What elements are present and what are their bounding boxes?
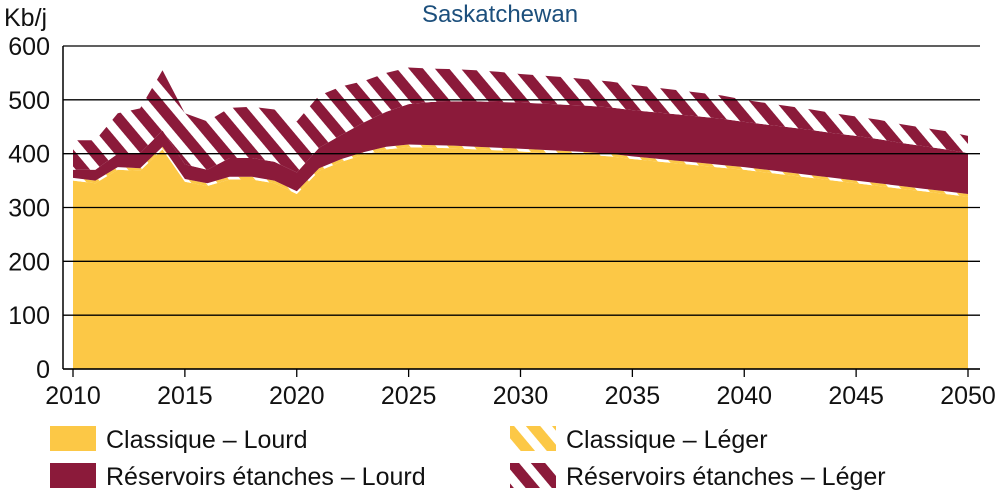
x-tick-label: 2010: [45, 382, 101, 410]
legend-swatch-1: [510, 426, 556, 451]
x-tick-label: 2015: [157, 382, 213, 410]
x-tick-label: 2050: [940, 382, 996, 410]
x-tick-label: 2045: [828, 382, 884, 410]
legend-swatch-2: [50, 463, 96, 488]
y-tick-label: 400: [8, 141, 50, 169]
x-tick-label: 2020: [269, 382, 325, 410]
legend-label-0: Classique – Lourd: [106, 426, 308, 454]
y-tick-label: 200: [8, 248, 50, 276]
legend-label-1: Classique – Léger: [566, 426, 768, 454]
area-series-2: [73, 101, 968, 194]
area-series-3: [73, 67, 968, 173]
y-tick-label: 300: [8, 195, 50, 223]
legend: Classique – Lourd Classique – Léger Réserv…: [50, 426, 886, 491]
legend-label-2: Réservoirs étanches – Lourd: [106, 463, 426, 491]
axes: 0 100 200 300 400 500 600 2010 2015 2020 2025 2030 2…: [8, 33, 996, 410]
area-series-0: [73, 147, 968, 369]
x-tick-label: 2030: [493, 382, 549, 410]
x-tick-label: 2035: [605, 382, 661, 410]
legend-swatch-3: [510, 463, 556, 488]
plot-areas: [73, 67, 968, 369]
y-tick-label: 600: [8, 33, 50, 61]
y-tick-label: 100: [8, 302, 50, 330]
x-tick-label: 2025: [381, 382, 437, 410]
y-tick-label: 500: [8, 87, 50, 115]
chart-title: Saskatchewan: [422, 1, 578, 28]
legend-swatch-0: [50, 426, 96, 451]
x-tick-label: 2040: [716, 382, 772, 410]
y-tick-label: 0: [36, 356, 50, 384]
y-axis-unit-label: Kb/j: [4, 4, 47, 32]
legend-label-3: Réservoirs étanches – Léger: [566, 463, 886, 491]
